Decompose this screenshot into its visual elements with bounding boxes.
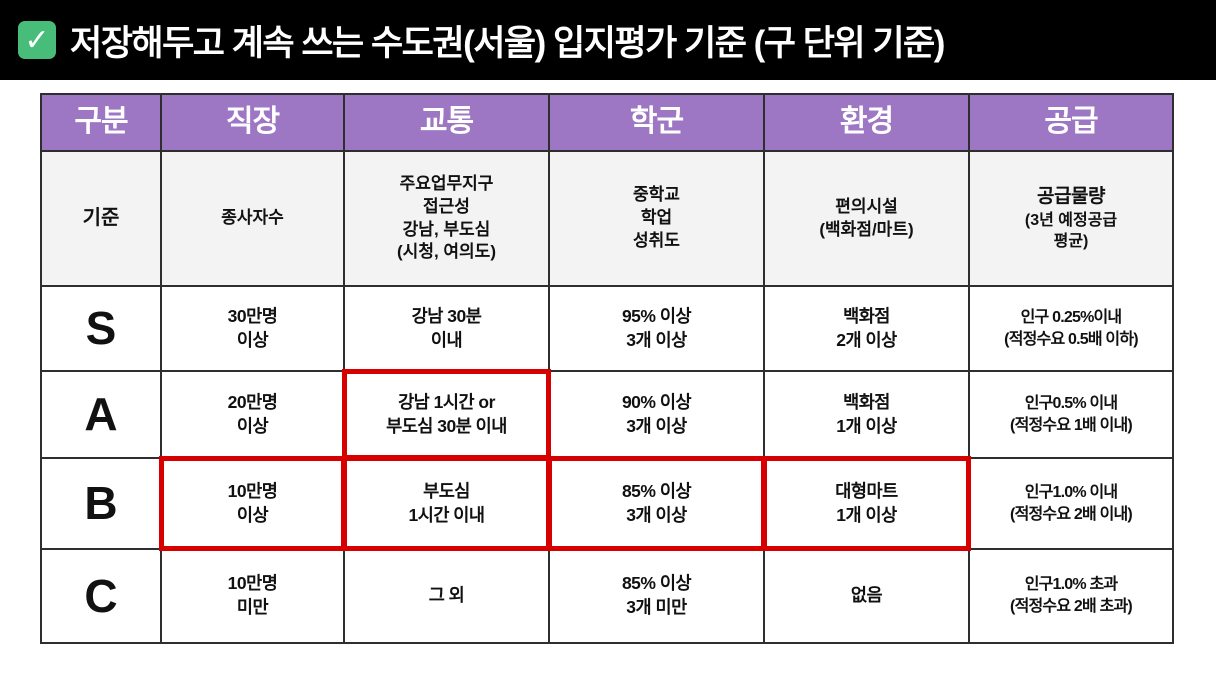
column-header-category: 구분: [42, 95, 162, 152]
highlight-box: [159, 456, 346, 551]
cell-b-job: 10만명 이상: [159, 456, 346, 551]
column-header-supply: 공급: [970, 95, 1172, 152]
cell-c-transport: 그 외: [345, 550, 550, 642]
cell-c-school: 85% 이상 3개 미만: [550, 550, 765, 642]
cell-criteria-supply: 공급물량 (3년 예정공급 평균): [970, 152, 1172, 287]
cell-a-environment: 백화점 1개 이상: [765, 372, 970, 459]
grade-row-a: A 20만명 이상 강남 1시간 or 부도심 30분 이내 90% 이상 3개…: [42, 369, 1172, 460]
cell-a-grade: A: [42, 372, 162, 459]
cell-a-supply: 인구0.5% 이내 (적정수요 1배 이내): [970, 372, 1172, 459]
highlight-box: [342, 456, 551, 551]
cell-c-supply: 인구1.0% 초과 (적정수요 2배 초과): [1010, 576, 1133, 615]
cell-a-transport: 강남 1시간 or 부도심 30분 이내: [342, 369, 551, 460]
page-title: 저장해두고 계속 쓰는 수도권(서울) 입지평가 기준 (구 단위 기준): [70, 23, 945, 63]
column-header-job: 직장: [162, 95, 345, 152]
cell-b-transport: 부도심 1시간 이내: [342, 456, 551, 551]
cell-c-grade: C: [42, 550, 162, 642]
check-icon: ✓: [18, 21, 56, 59]
column-header-transport: 교통: [345, 95, 550, 152]
cell-b-grade: B: [42, 459, 162, 550]
cell-criteria-transport: 주요업무지구 접근성 강남, 부도심 (시청, 여의도): [345, 152, 550, 287]
cell-b-school: 85% 이상 3개 이상: [547, 456, 766, 551]
cell-s-job: 30만명 이상: [162, 287, 345, 372]
cell-s-supply: 인구 0.25%이내 (적정수요 0.5배 이하): [970, 287, 1172, 372]
highlight-box: [342, 369, 551, 460]
grade-row-s: S 30만명 이상 강남 30분 이내 95% 이상 3개 이상 백화점 2개 …: [42, 287, 1172, 372]
cell-c-environment: 없음: [765, 550, 970, 642]
grade-row-c: C 10만명 미만 그 외 85% 이상 3개 미만 없음 인구1.0% 초과 …: [42, 550, 1172, 642]
cell-criteria-label: 기준: [42, 152, 162, 287]
criteria-supply-sub: (3년 예정공급 평균): [1024, 211, 1118, 251]
cell-a-job: 20만명 이상: [162, 372, 345, 459]
column-header-school: 학군: [550, 95, 765, 152]
title-bar: ✓ 저장해두고 계속 쓰는 수도권(서울) 입지평가 기준 (구 단위 기준): [0, 0, 1216, 80]
cell-b-supply: 인구1.0% 이내 (적정수요 2배 이내): [970, 459, 1172, 550]
grade-row-b: B 10만명 이상 부도심 1시간 이내 85% 이상 3개 이상 대형마트 1…: [42, 456, 1172, 551]
cell-s-transport: 강남 30분 이내: [345, 287, 550, 372]
cell-b-environment: 대형마트 1개 이상: [762, 456, 971, 551]
cell-a-school: 90% 이상 3개 이상: [550, 372, 765, 459]
criteria-supply-title: 공급물량: [1037, 186, 1105, 208]
cell-criteria-environment: 편의시설 (백화점/마트): [765, 152, 970, 287]
cell-s-school: 95% 이상 3개 이상: [550, 287, 765, 372]
cell-s-environment: 백화점 2개 이상: [765, 287, 970, 372]
evaluation-criteria-table: 구분 직장 교통 학군 환경 공급 기준 종사자수 주요업무지구 접근성 강남,…: [40, 93, 1174, 644]
table-header-row: 구분 직장 교통 학군 환경 공급: [42, 95, 1172, 152]
cell-criteria-job: 종사자수: [162, 152, 345, 287]
highlight-box: [762, 456, 971, 551]
cell-c-job: 10만명 미만: [162, 550, 345, 642]
highlight-box: [547, 456, 766, 551]
cell-s-grade: S: [42, 287, 162, 372]
cell-criteria-school: 중학교 학업 성취도: [550, 152, 765, 287]
criteria-row: 기준 종사자수 주요업무지구 접근성 강남, 부도심 (시청, 여의도) 중학교…: [42, 152, 1172, 287]
column-header-environment: 환경: [765, 95, 970, 152]
